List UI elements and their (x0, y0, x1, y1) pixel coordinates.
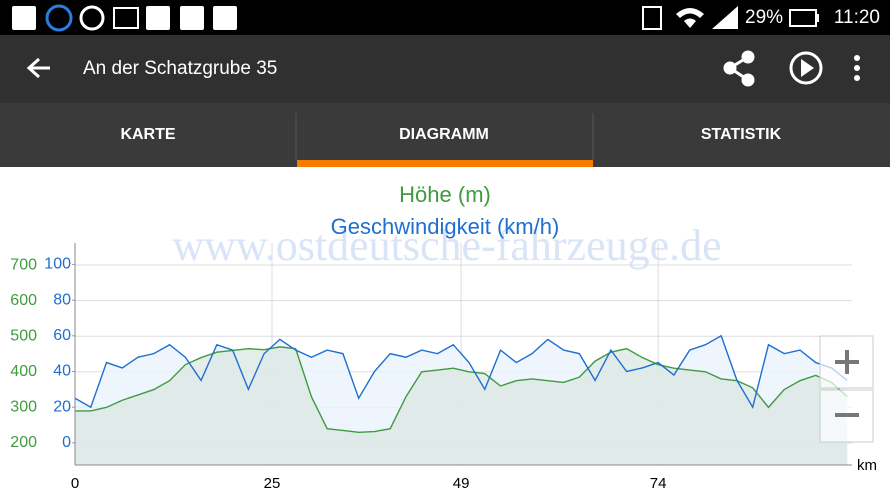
area-fill (75, 346, 848, 465)
toolbar (0, 35, 890, 103)
chart: Höhe (m)Geschwindigkeit (km/h)2003004005… (10, 182, 877, 492)
tab-bar (0, 103, 890, 167)
legend-entry: Höhe (m) (399, 182, 491, 207)
tab-indicator (297, 160, 593, 167)
tab[interactable]: KARTE (120, 126, 175, 143)
y-tick-label: 300 (10, 399, 37, 416)
zoom-in[interactable] (819, 335, 874, 389)
system-icons (642, 6, 819, 30)
series-line (74, 334, 848, 410)
legend-entry: Geschwindigkeit (km/h) (331, 214, 560, 239)
battery-level: 29% (745, 7, 783, 28)
y2-tick-label: 0 (62, 434, 71, 451)
y-tick-label: 200 (10, 434, 37, 451)
x-tick-label: 74 (650, 475, 667, 492)
tab[interactable]: DIAGRAMM (399, 126, 489, 143)
toolbar-title: An der Schatzgrube 35 (83, 58, 277, 79)
y2-tick-label: 40 (53, 363, 71, 380)
notification-icons (12, 4, 237, 32)
clock: 11:20 (834, 7, 880, 28)
x-axis-label: km (857, 457, 877, 474)
zoom-out[interactable] (819, 389, 874, 443)
series-line (75, 346, 848, 433)
y-tick-label: 600 (10, 292, 37, 309)
watermark: www.ostdeutsche-fahrzeuge.de (172, 221, 721, 270)
back-button[interactable] (26, 57, 50, 79)
x-tick-label: 25 (264, 475, 281, 492)
y2-tick-label: 100 (44, 256, 71, 273)
y-tick-label: 500 (10, 327, 37, 344)
y2-tick-label: 20 (53, 398, 71, 415)
overflow-menu[interactable] (854, 55, 860, 81)
share-button[interactable] (723, 50, 755, 87)
y2-tick-label: 60 (53, 327, 71, 344)
tab[interactable]: STATISTIK (701, 126, 782, 143)
x-tick-label: 0 (71, 475, 79, 492)
x-tick-label: 49 (453, 475, 470, 492)
y2-tick-label: 80 (53, 291, 71, 308)
y-tick-label: 400 (10, 363, 37, 380)
play-button[interactable] (789, 51, 823, 85)
y-tick-label: 700 (10, 256, 37, 273)
